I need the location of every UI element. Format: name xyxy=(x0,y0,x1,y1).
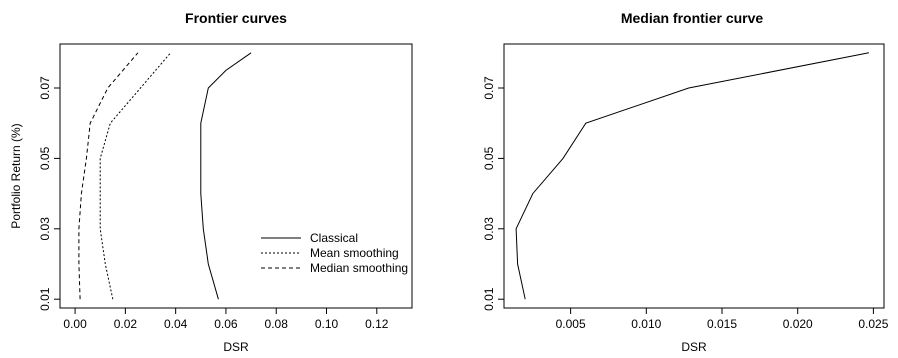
series-lines xyxy=(515,52,869,300)
panel-median-frontier-curve: Median frontier curve 0.005 0.010 0.015 0.0… xyxy=(482,10,889,354)
x-axis-label: DSR xyxy=(681,340,707,354)
x-tick-label: 0.12 xyxy=(365,317,389,331)
series-lines xyxy=(78,52,252,300)
series-line-median-frontier xyxy=(515,52,869,300)
x-tick-label: 0.08 xyxy=(265,317,289,331)
y-tick-label: 0.01 xyxy=(38,287,52,311)
y-tick-label: 0.01 xyxy=(482,287,496,311)
x-tick-label: 0.00 xyxy=(63,317,87,331)
panel-frontier-curves: Frontier curves 0.00 0.02 0.04 0.06 0.08 0.10… xyxy=(9,10,413,354)
x-axis-label: DSR xyxy=(223,340,249,354)
series-line-median-smoothing xyxy=(78,52,139,300)
y-tick-label: 0.07 xyxy=(38,76,52,100)
x-tick-label: 0.020 xyxy=(783,317,813,331)
x-tick-label: 0.005 xyxy=(556,317,586,331)
x-axis: 0.00 0.02 0.04 0.06 0.08 0.10 0.12 xyxy=(63,307,389,331)
legend-label-classical: Classical xyxy=(310,231,358,245)
y-tick-label: 0.03 xyxy=(482,217,496,241)
x-tick-label: 0.10 xyxy=(315,317,339,331)
x-tick-label: 0.010 xyxy=(631,317,661,331)
legend-label-mean-smoothing: Mean smoothing xyxy=(310,246,399,260)
x-axis: 0.005 0.010 0.015 0.020 0.025 xyxy=(556,307,889,331)
y-tick-label: 0.05 xyxy=(38,146,52,170)
chart-title: Frontier curves xyxy=(185,10,287,26)
y-axis-label: Portfolio Return (%) xyxy=(9,123,23,228)
series-line-classical xyxy=(200,52,252,300)
x-tick-label: 0.025 xyxy=(858,317,888,331)
y-tick-label: 0.07 xyxy=(482,76,496,100)
y-axis: 0.01 0.03 0.05 0.07 xyxy=(482,76,505,311)
series-line-mean-smoothing xyxy=(99,52,171,300)
chart-title: Median frontier curve xyxy=(621,10,764,26)
x-tick-label: 0.015 xyxy=(707,317,737,331)
x-tick-label: 0.04 xyxy=(164,317,188,331)
x-tick-label: 0.02 xyxy=(114,317,138,331)
y-tick-label: 0.03 xyxy=(38,217,52,241)
y-tick-label: 0.05 xyxy=(482,146,496,170)
x-tick-label: 0.06 xyxy=(214,317,238,331)
y-axis: 0.01 0.03 0.05 0.07 xyxy=(38,76,61,311)
legend-label-median-smoothing: Median smoothing xyxy=(310,261,408,275)
plot-frame xyxy=(503,43,885,309)
